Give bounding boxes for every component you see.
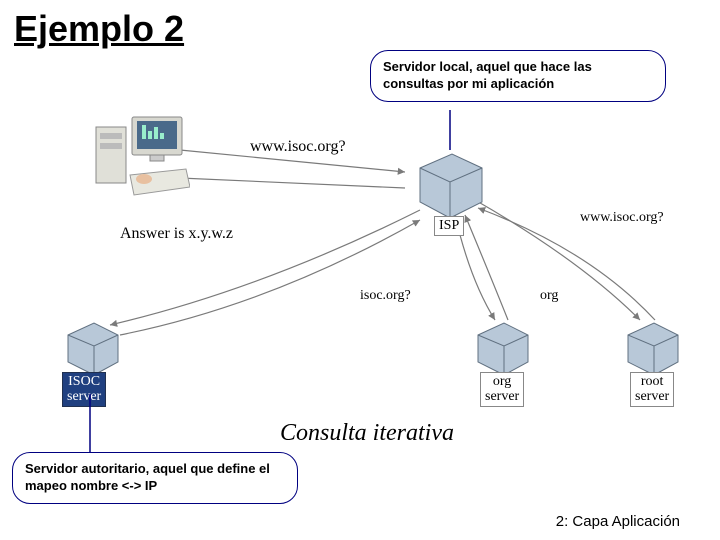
label-isp: ISP bbox=[434, 216, 464, 236]
dns-diagram: ISP ISOCserver orgserver rootserver www.… bbox=[60, 110, 700, 410]
footer-label: 2: Capa Aplicación bbox=[556, 513, 680, 530]
server-cube-icon bbox=[60, 320, 126, 378]
node-client bbox=[90, 115, 190, 210]
answer-label: Answer is x.y.w.z bbox=[120, 225, 233, 243]
callout-local-server: Servidor local, aquel que hace las consu… bbox=[370, 50, 666, 102]
node-org: orgserver bbox=[470, 320, 536, 383]
query-isoc: isoc.org? bbox=[360, 288, 411, 304]
query-top: www.isoc.org? bbox=[250, 138, 346, 156]
node-root: rootserver bbox=[620, 320, 686, 383]
callout-authoritative: Servidor autoritario, aquel que define e… bbox=[12, 452, 298, 504]
query-root: www.isoc.org? bbox=[580, 210, 664, 226]
callout-pointer bbox=[60, 390, 120, 455]
server-cube-icon bbox=[620, 320, 686, 378]
subtitle: Consulta iterativa bbox=[280, 420, 454, 447]
node-isp: ISP bbox=[410, 150, 490, 227]
server-cube-icon bbox=[410, 150, 490, 222]
server-cube-icon bbox=[470, 320, 536, 378]
label-root: rootserver bbox=[630, 372, 674, 407]
computer-icon bbox=[90, 115, 190, 205]
slide-title: Ejemplo 2 bbox=[14, 8, 184, 50]
query-org: org bbox=[540, 288, 558, 304]
node-isoc: ISOCserver bbox=[60, 320, 126, 383]
label-org: orgserver bbox=[480, 372, 524, 407]
